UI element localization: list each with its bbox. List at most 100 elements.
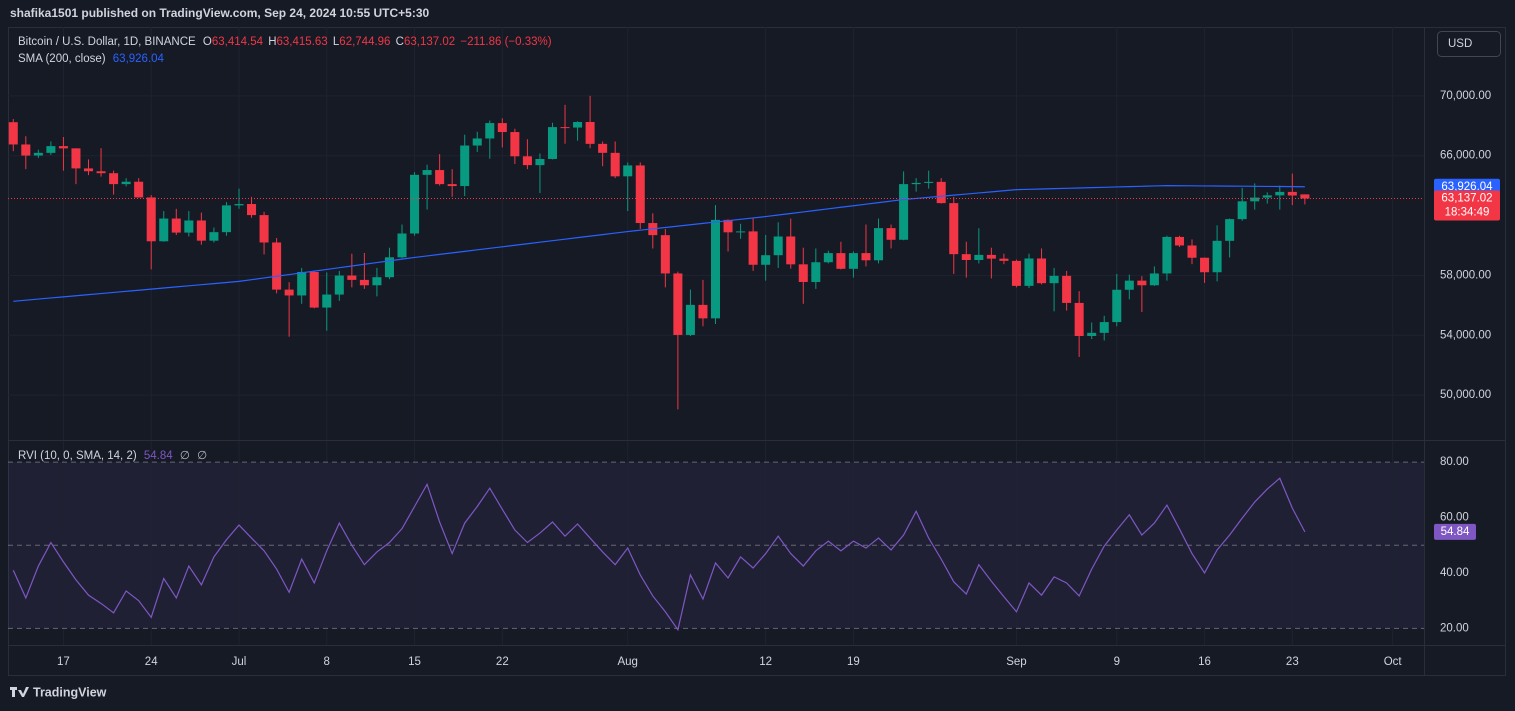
rvi-tag (1434, 523, 1476, 540)
plot (8, 95, 1424, 632)
candle-body (384, 257, 394, 278)
candle-body (58, 146, 68, 149)
candle-body (447, 184, 457, 187)
candle-body (1112, 289, 1122, 323)
candle-body (397, 233, 407, 258)
rvi-band (8, 462, 1424, 629)
candle-body (83, 168, 94, 172)
y-tick-label: 60.00 (1440, 512, 1469, 524)
candle-body (1099, 322, 1109, 333)
candle-body (560, 127, 570, 129)
candle-body (234, 204, 244, 206)
y-tick-label: 40.00 (1440, 567, 1469, 579)
candle-body (1275, 191, 1285, 196)
candle-body (221, 205, 231, 233)
candle-body (334, 275, 344, 295)
rvi-tag-label: 54.84 (1441, 526, 1470, 538)
candle-body (861, 253, 871, 261)
y-tick-label: 70,000.00 (1440, 90, 1491, 102)
candle-body (1250, 197, 1260, 202)
candle-body (21, 144, 31, 156)
candle-body (949, 203, 959, 255)
candle-body (109, 173, 119, 185)
candle-body (547, 127, 557, 159)
candle-body (510, 132, 520, 157)
close-tag (1434, 190, 1500, 221)
close-tag-label: 63,137.02 (1441, 193, 1492, 205)
candle-body (1262, 195, 1272, 198)
candle-body (184, 220, 194, 233)
candle-body (623, 165, 633, 177)
main-legend: Bitcoin / U.S. Dollar, 1D, BINANCE O63,4… (18, 36, 552, 48)
currency-button[interactable] (1437, 31, 1501, 57)
candle-body (121, 181, 131, 185)
candle-body (736, 231, 746, 233)
candle-body (435, 170, 445, 185)
candle-body (410, 174, 420, 234)
x-tick-label: 9 (1114, 656, 1120, 668)
y-tick-label: 50,000.00 (1440, 389, 1491, 401)
candle-body (1037, 258, 1047, 284)
x-tick-label: Jul (232, 656, 247, 668)
status-key: O (203, 36, 212, 48)
candle-body (974, 254, 984, 260)
symbol-title: Bitcoin / U.S. Dollar, 1D, BINANCE (18, 36, 196, 48)
rvi-line (12, 477, 1306, 632)
candle-body (986, 254, 996, 259)
candle-body (33, 152, 43, 156)
candle-body (1011, 260, 1021, 286)
candle-body (171, 218, 181, 233)
rvi-title: RVI (10, 0, SMA, 14, 2) (18, 450, 137, 462)
candle-body (899, 184, 909, 240)
candle-body (610, 152, 620, 177)
sma-value: 63,926.04 (113, 53, 165, 65)
logo-icon (10, 687, 29, 697)
candle-body (1062, 275, 1072, 303)
candle-body (673, 273, 683, 335)
x-tick-label: 23 (1286, 656, 1299, 668)
candle-body (924, 181, 934, 183)
sma-name: SMA (200, close) (18, 53, 106, 65)
candle-body (284, 289, 294, 296)
candle-body (710, 219, 721, 319)
status-key: C (396, 36, 404, 48)
candle-body (1124, 280, 1134, 290)
candle-body (748, 231, 758, 265)
y-tick-label: 54,000.00 (1440, 329, 1491, 341)
sma-tag-label: 63,926.04 (1441, 181, 1493, 193)
candle-body (961, 254, 971, 260)
x-tick-label: Sep (1006, 656, 1026, 668)
candle-body (1200, 257, 1210, 273)
candle-body (259, 215, 269, 243)
x-tick-label: 15 (408, 656, 421, 668)
candle-body (936, 181, 946, 204)
candle-body (96, 171, 106, 174)
candle-body (585, 122, 595, 144)
candle-body (1300, 194, 1310, 199)
candle-body (811, 262, 821, 282)
candle-body (372, 277, 382, 286)
candle-body (159, 218, 169, 242)
candle-body (297, 271, 307, 296)
candle-body (134, 181, 144, 198)
candle-body (874, 228, 884, 261)
currency-label[interactable]: USD (1448, 38, 1472, 50)
candle-body (146, 197, 156, 242)
sma-line (13, 185, 1305, 302)
candle-body (635, 165, 645, 224)
x-tick-label: 12 (759, 656, 772, 668)
candle-body (723, 219, 733, 233)
y-tick-label: 58,000.00 (1440, 269, 1491, 281)
candle-body (485, 123, 495, 139)
x-tick-label: 16 (1198, 656, 1211, 668)
candle-body (1174, 236, 1184, 246)
candle-body (272, 242, 282, 290)
rvi-pane (8, 462, 1424, 629)
x-tick-label: 24 (145, 656, 158, 668)
status-change: −211.86 (−0.33%) (460, 36, 551, 48)
candle-body (347, 275, 357, 280)
candle-body (8, 122, 18, 145)
status-key: L (333, 36, 340, 48)
candle-body (685, 304, 695, 335)
